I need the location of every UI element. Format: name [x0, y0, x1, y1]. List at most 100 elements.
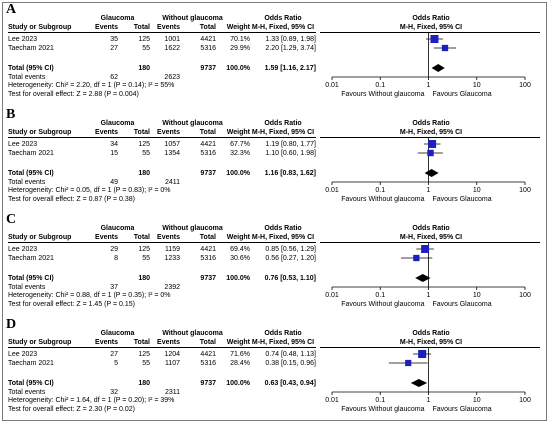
- panel-label: B: [6, 107, 16, 122]
- header-odds-ratio: Odds Ratio: [264, 15, 302, 22]
- total-events-glaucoma: 32: [110, 389, 118, 396]
- study-weight: 70.1%: [230, 36, 250, 43]
- x-tick-label: 10: [473, 397, 481, 404]
- total-without: 4421: [200, 246, 216, 253]
- total-n-without: 9737: [200, 380, 216, 387]
- header-study: Study or Subgroup: [8, 234, 72, 241]
- header-glaucoma: Glaucoma: [100, 330, 135, 337]
- header-events-1: Events: [95, 129, 118, 136]
- x-tick-label: 1: [427, 187, 431, 194]
- study-weight: 32.3%: [230, 150, 250, 157]
- events-glaucoma: 15: [110, 150, 118, 157]
- forest-panel-d: D Glaucoma Without glaucoma Odds Ratio Odds …: [0, 317, 550, 421]
- header-study: Study or Subgroup: [8, 24, 72, 31]
- header-glaucoma: Glaucoma: [100, 225, 135, 232]
- header-or-method: M-H, Fixed, 95% CI: [251, 24, 315, 31]
- total-ci-label: Total (95% CI): [8, 275, 54, 282]
- total-events-label: Total events: [8, 284, 46, 291]
- header-without-glaucoma: Without glaucoma: [162, 225, 223, 232]
- events-without: 1107: [164, 360, 180, 367]
- study-or-ci: 1.33 [0.89, 1.98]: [265, 36, 316, 43]
- header-or-method-plot: M-H, Fixed, 95% CI: [399, 129, 463, 136]
- x-tick-label: 0.01: [325, 187, 339, 194]
- header-rule-table: [8, 32, 316, 33]
- panel-label: C: [6, 212, 17, 227]
- x-tick-label: 0.01: [325, 292, 339, 299]
- header-or-method-plot: M-H, Fixed, 95% CI: [399, 234, 463, 241]
- forest-plot-svg: 0.01 0.1 1 10 100 Favours Without glaucoma Fav…: [325, 138, 531, 203]
- total-events-without: 2623: [164, 74, 180, 81]
- header-odds-ratio-plot: Odds Ratio: [412, 120, 450, 127]
- study-name: Taecham 2021: [8, 360, 54, 367]
- header-total-1: Total: [133, 129, 150, 136]
- header-or-method: M-H, Fixed, 95% CI: [251, 129, 315, 136]
- study-weight: 67.7%: [230, 141, 250, 148]
- study-or-ci: 0.56 [0.27, 1.20]: [265, 255, 316, 262]
- study-square: [413, 254, 420, 262]
- header-total-1: Total: [133, 234, 150, 241]
- header-rule-plot: [320, 347, 540, 348]
- events-glaucoma: 27: [110, 45, 118, 52]
- study-name: Taecham 2021: [8, 255, 54, 262]
- favours-right-label: Favours Glaucoma: [433, 196, 492, 203]
- header-study: Study or Subgroup: [8, 339, 72, 346]
- total-without: 5316: [200, 45, 216, 52]
- total-n-glaucoma: 180: [138, 65, 150, 72]
- x-tick-label: 0.1: [375, 187, 385, 194]
- total-events-glaucoma: 37: [110, 284, 118, 291]
- study-square: [427, 149, 434, 157]
- forest-plot-svg: 0.01 0.1 1 10 100 Favours Without glaucoma Fav…: [325, 33, 531, 98]
- events-without: 1159: [164, 246, 180, 253]
- study-or-ci: 1.19 [0.80, 1.77]: [265, 141, 316, 148]
- x-tick-label: 0.1: [375, 292, 385, 299]
- x-tick-label: 1: [427, 292, 431, 299]
- total-ci-label: Total (95% CI): [8, 170, 54, 177]
- header-glaucoma: Glaucoma: [100, 15, 135, 22]
- header-without-glaucoma: Without glaucoma: [162, 330, 223, 337]
- overall-effect-text: Test for overall effect: Z = 2.88 (P = 0…: [8, 91, 139, 98]
- total-without: 5316: [200, 360, 216, 367]
- header-events-1: Events: [95, 339, 118, 346]
- overall-effect-text: Test for overall effect: Z = 0.87 (P = 0…: [8, 196, 135, 203]
- events-without: 1057: [164, 141, 180, 148]
- header-rule-table: [8, 347, 316, 348]
- total-glaucoma: 55: [142, 255, 150, 262]
- x-tick-label: 1: [427, 397, 431, 404]
- study-name: Taecham 2021: [8, 150, 54, 157]
- header-total-2: Total: [199, 234, 216, 241]
- overall-effect-text: Test for overall effect: Z = 2.30 (P = 0…: [8, 406, 135, 413]
- study-weight: 69.4%: [230, 246, 250, 253]
- header-weight: Weight: [226, 339, 250, 346]
- heterogeneity-text: Heterogeneity: Chi² = 1.64, df = 1 (P = …: [8, 397, 175, 404]
- total-or-ci: 0.63 [0.43, 0.94]: [264, 380, 316, 387]
- x-tick-label: 10: [473, 82, 481, 89]
- header-events-2: Events: [157, 129, 180, 136]
- forest-plot-svg: 0.01 0.1 1 10 100 Favours Without glaucoma Fav…: [325, 243, 531, 308]
- x-tick-label: 0.1: [375, 82, 385, 89]
- header-rule-table: [8, 242, 316, 243]
- total-without: 5316: [200, 150, 216, 157]
- header-weight: Weight: [226, 24, 250, 31]
- total-or-ci: 0.76 [0.53, 1.10]: [264, 275, 316, 282]
- overall-effect-text: Test for overall effect: Z = 1.45 (P = 0…: [8, 301, 135, 308]
- total-glaucoma: 125: [138, 351, 150, 358]
- header-total-1: Total: [133, 24, 150, 31]
- pooled-diamond: [424, 169, 439, 177]
- total-weight: 100.0%: [226, 65, 250, 72]
- study-weight: 28.4%: [230, 360, 250, 367]
- total-glaucoma: 125: [138, 246, 150, 253]
- x-tick-label: 10: [473, 292, 481, 299]
- events-glaucoma: 34: [110, 141, 118, 148]
- study-name: Taecham 2021: [8, 45, 54, 52]
- total-or-ci: 1.59 [1.16, 2.17]: [264, 65, 316, 72]
- events-glaucoma: 8: [114, 255, 118, 262]
- total-glaucoma: 55: [142, 150, 150, 157]
- favours-right-label: Favours Glaucoma: [433, 91, 492, 98]
- total-n-without: 9737: [200, 170, 216, 177]
- total-events-without: 2411: [164, 179, 180, 186]
- header-events-2: Events: [157, 24, 180, 31]
- total-glaucoma: 55: [142, 45, 150, 52]
- events-glaucoma: 27: [110, 351, 118, 358]
- study-name: Lee 2023: [8, 351, 38, 358]
- header-total-1: Total: [133, 339, 150, 346]
